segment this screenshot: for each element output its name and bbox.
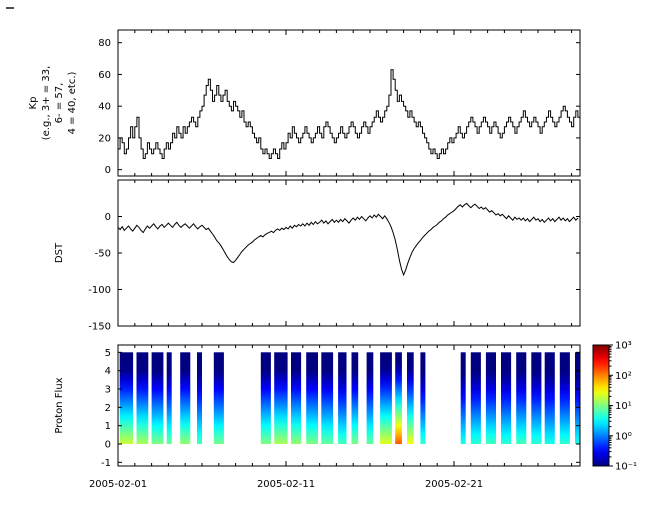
proton-flux-bar — [420, 352, 426, 444]
proton-flux-bar — [544, 352, 555, 444]
proton-flux-bar — [485, 352, 496, 444]
proton-flux-bar — [321, 352, 334, 444]
y-tick-label: -150 — [88, 322, 111, 333]
y-tick-label: 0 — [105, 165, 111, 176]
proton-flux-bar — [407, 352, 414, 444]
proton-flux-bar — [291, 352, 302, 444]
dst-index-frame — [117, 179, 581, 327]
dst-index-panel: 0 -50 -100 -150 DST — [54, 179, 581, 333]
colorbar-tick-label: 10⁻¹ — [615, 462, 637, 473]
proton-flux-bar — [180, 352, 191, 444]
y-tick-label: -1 — [101, 458, 111, 469]
proton-flux-bar — [575, 352, 580, 444]
y-tick-label: 0 — [105, 212, 111, 223]
x-tick-label: 2005-02-21 — [425, 479, 483, 490]
proton-flux-spectrogram-ylabel-line: Proton Flux — [54, 377, 65, 433]
proton-flux-bar — [166, 352, 172, 444]
colorbar-tick-label: 10³ — [615, 341, 632, 352]
colorbar-tick-label: 10⁰ — [615, 431, 632, 442]
proton-flux-bar — [501, 352, 512, 444]
kp-index-series-line — [118, 69, 580, 159]
y-tick-label: 3 — [105, 385, 111, 396]
y-tick-label: 2 — [105, 403, 111, 414]
proton-flux-bar — [380, 352, 392, 444]
kp-index-ylabel-line: (e.g., 3+ = 33, — [41, 66, 52, 141]
colorbar-tick-label: 10² — [615, 371, 632, 382]
proton-flux-bar — [119, 352, 134, 444]
proton-flux-bar — [559, 352, 570, 444]
kp-index-ylabel-line: 6- = 57, — [54, 83, 65, 124]
y-tick-label: 0 — [105, 440, 111, 451]
proton-flux-bar — [460, 352, 466, 444]
y-tick-label: -100 — [88, 285, 111, 296]
y-tick-label: 40 — [98, 102, 111, 113]
x-tick-label: 2005-02-11 — [257, 479, 315, 490]
y-tick-label: -50 — [95, 249, 111, 260]
y-tick-label: 4 — [105, 366, 111, 377]
colorbar-gradient — [593, 345, 609, 466]
proton-flux-bar — [531, 352, 542, 444]
colorbar-tick-label: 10¹ — [615, 401, 632, 412]
proton-flux-spectrogram-panel: -1 0 1 2 3 4 5 Proton Flux — [54, 344, 581, 469]
y-tick-label: 20 — [98, 133, 111, 144]
proton-flux-bar — [366, 352, 374, 444]
proton-flux-bar — [395, 352, 402, 444]
proton-flux-bar — [516, 352, 527, 444]
proton-flux-bar — [351, 352, 359, 444]
y-tick-label: 60 — [98, 70, 111, 81]
y-tick-label: 1 — [105, 421, 111, 432]
colorbar: 10³ 10² 10¹ 10⁰ 10⁻¹ — [592, 341, 637, 473]
kp-index-ylabel-line: 4 = 40, etc.) — [67, 71, 78, 134]
proton-flux-bar — [338, 352, 347, 444]
kp-index-frame — [117, 29, 581, 177]
proton-flux-bar — [274, 352, 288, 444]
proton-flux-bar — [306, 352, 318, 444]
x-tick-label: 2005-02-01 — [89, 479, 147, 490]
y-tick-label: 80 — [98, 38, 111, 49]
proton-flux-bar — [151, 352, 164, 444]
kp-index-ylabel-line: Kp — [28, 97, 39, 110]
y-tick-label: 5 — [105, 348, 111, 359]
proton-flux-bar — [213, 352, 224, 444]
proton-flux-bar — [470, 352, 481, 444]
proton-flux-bar — [260, 352, 271, 444]
proton-flux-bar — [136, 352, 149, 444]
dst-index-ylabel-line: DST — [54, 242, 65, 263]
dst-index-series-line — [117, 202, 579, 277]
proton-flux-bar — [197, 352, 202, 444]
kp-index-panel: 0 20 40 60 80 Kp (e.g., 3+ = 33, 6- = 57, 4 = 40… — [28, 29, 581, 177]
proton-flux-spectrogram-frame — [117, 344, 581, 467]
